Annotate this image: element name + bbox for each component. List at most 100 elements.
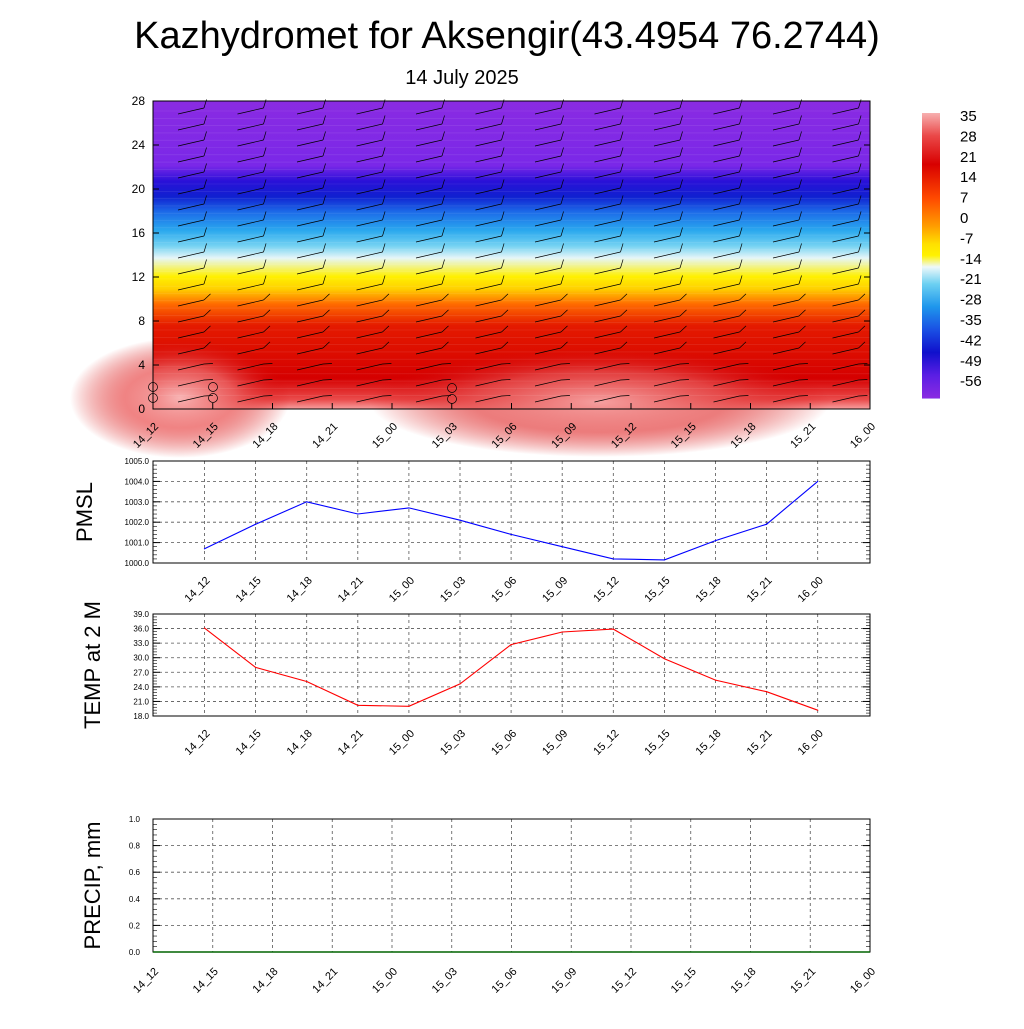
wind-barb-feather	[679, 259, 683, 269]
wind-barb	[177, 203, 205, 211]
wind-barb-feather	[322, 195, 326, 205]
wind-barb	[475, 235, 502, 243]
wind-barb	[475, 299, 502, 307]
wind-barb-feather	[382, 395, 392, 397]
wind-barb-feather	[798, 395, 808, 397]
wind-barb	[713, 331, 740, 339]
wind-barb	[713, 123, 740, 131]
wind-barb	[475, 347, 502, 355]
wind-barb	[177, 299, 205, 307]
x-tick-label: 15_18	[694, 728, 724, 758]
wind-barb	[534, 283, 562, 291]
x-tick-label: 15_00	[387, 575, 417, 605]
wind-barb-feather	[263, 395, 273, 397]
wind-barb-feather	[798, 309, 806, 317]
wind-barb-feather	[382, 379, 392, 381]
wind-barb-feather	[382, 275, 386, 285]
wind-barb	[415, 187, 443, 195]
wind-barb	[534, 107, 562, 115]
wind-barb-feather	[858, 259, 862, 269]
wind-barb	[237, 395, 264, 403]
y-tick-label: 0.8	[129, 842, 141, 851]
wind-barb	[177, 283, 205, 291]
wind-barb-feather	[203, 293, 211, 301]
wind-barb	[832, 299, 859, 307]
data-point	[408, 705, 410, 707]
wind-barb	[594, 347, 621, 355]
pmsl-panel: 1000.0 1001.0 1002.0 1003.0 1004.0 1005.0 14_1…	[72, 457, 871, 605]
wind-barb-feather	[322, 227, 326, 237]
x-tick-label: 14_21	[310, 966, 340, 996]
wind-barb-feather	[560, 395, 570, 397]
wind-barb-feather	[739, 131, 743, 141]
wind-barb-feather	[679, 179, 683, 189]
wind-barb-feather	[620, 243, 624, 253]
data-point	[203, 548, 206, 550]
colorbar-label: 0	[960, 210, 968, 227]
wind-barb	[772, 171, 800, 179]
x-tick-label: 14_18	[251, 966, 281, 996]
wind-barb	[475, 123, 502, 131]
wind-barb	[475, 363, 502, 371]
wind-barb	[356, 395, 383, 403]
wind-barb	[296, 331, 324, 339]
wind-barb-feather	[501, 293, 509, 301]
wind-barb-feather	[739, 211, 743, 221]
y-tick-label: 0.0	[129, 948, 141, 957]
wind-barb-feather	[203, 163, 207, 173]
wind-barb	[296, 363, 324, 371]
wind-barb-feather	[739, 341, 747, 349]
wind-barb-feather	[560, 293, 568, 301]
wind-barb	[534, 219, 562, 227]
heatmap-x-tick-label: 14_21	[310, 421, 340, 451]
wind-barb-feather	[858, 147, 862, 157]
wind-barb	[653, 155, 681, 163]
wind-barb	[653, 251, 681, 259]
wind-barb	[415, 363, 443, 371]
wind-barb	[296, 347, 324, 355]
wind-barb-feather	[560, 325, 568, 333]
wind-barb-feather	[560, 341, 568, 349]
data-point	[408, 507, 410, 509]
wind-barb-feather	[798, 163, 802, 173]
data-point	[714, 539, 717, 542]
wind-barb-feather	[858, 163, 862, 173]
wind-barb	[713, 171, 740, 179]
x-tick-label: 15_18	[729, 966, 759, 996]
y-tick-label: 30.0	[133, 654, 149, 663]
wind-barb	[832, 395, 859, 403]
wind-barb	[713, 187, 740, 195]
wind-barb	[177, 347, 205, 355]
wind-barb	[356, 379, 383, 387]
wind-barb-feather	[263, 259, 267, 269]
wind-barb-feather	[263, 163, 267, 173]
wind-barb	[832, 235, 859, 243]
wind-barb	[653, 363, 681, 371]
data-point	[255, 523, 257, 525]
data-point	[612, 628, 614, 630]
wind-barb-feather	[858, 379, 868, 381]
x-tick-label: 15_06	[489, 575, 519, 605]
heatmap-y-tick-label: 16	[132, 226, 146, 240]
wind-barb-feather	[739, 275, 743, 285]
wind-barb-feather	[560, 195, 564, 205]
chart-subtitle: 14 July 2025	[405, 67, 518, 89]
wind-barb-feather	[203, 179, 207, 189]
wind-barb	[296, 203, 324, 211]
wind-barb	[832, 107, 859, 115]
wind-barb-feather	[620, 259, 624, 269]
wind-barb-feather	[441, 379, 451, 381]
y-tick-label: 0.6	[129, 868, 141, 877]
wind-barb	[772, 219, 800, 227]
wind-barb-feather	[679, 195, 683, 205]
wind-barb-feather	[441, 293, 449, 301]
wind-barb-feather	[322, 379, 332, 381]
y-tick-label: 39.0	[133, 610, 149, 619]
wind-barb	[534, 139, 562, 147]
y-tick-label: 1003.0	[125, 498, 150, 507]
data-point	[203, 627, 206, 629]
data-point	[766, 523, 768, 525]
wind-barb	[772, 395, 800, 403]
